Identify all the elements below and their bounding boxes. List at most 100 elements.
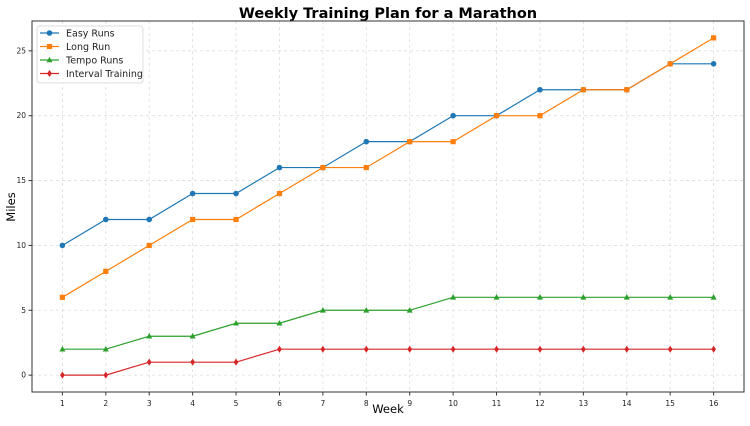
y-tick-label: 5 [21, 306, 26, 315]
x-tick-label: 14 [622, 399, 632, 408]
x-tick-label: 1 [60, 399, 65, 408]
data-point [46, 43, 53, 50]
y-axis-label: Miles [4, 192, 18, 221]
data-point [493, 294, 500, 300]
data-point [190, 216, 196, 223]
data-point [276, 164, 283, 171]
data-point [710, 61, 717, 67]
x-tick-label: 2 [103, 399, 108, 408]
y-tick-label: 0 [21, 371, 26, 380]
data-point [493, 113, 500, 119]
data-point [103, 268, 109, 274]
data-point [233, 190, 239, 197]
data-point [407, 139, 413, 145]
data-point [276, 190, 283, 197]
data-point [59, 371, 65, 379]
series-line [62, 37, 714, 298]
legend-label: Easy Runs [66, 29, 115, 40]
data-point [580, 87, 586, 93]
data-point [624, 345, 630, 353]
y-tick-label: 15 [16, 176, 26, 185]
data-point [233, 319, 240, 326]
x-tick-label: 11 [492, 399, 502, 408]
data-point [450, 345, 456, 353]
data-point [537, 345, 543, 353]
grid [32, 21, 744, 392]
data-point [667, 345, 673, 353]
legend-label: Interval Training [66, 69, 143, 80]
data-point [47, 70, 52, 77]
legend-entry: Interval Training [40, 69, 143, 80]
data-point [407, 345, 413, 353]
data-point [450, 139, 456, 145]
legend-box [36, 25, 144, 84]
series-long-run [59, 35, 717, 300]
chart-title: Weekly Training Plan for a Marathon [239, 6, 537, 22]
data-point [320, 164, 326, 171]
x-axis-label: Week [372, 402, 404, 416]
data-point [46, 56, 53, 63]
data-point [146, 332, 153, 339]
data-point [667, 61, 673, 67]
data-point [59, 294, 65, 300]
data-point [537, 113, 543, 119]
data-point [363, 306, 370, 313]
series-interval-training [59, 345, 717, 379]
data-point [59, 345, 66, 352]
data-point [667, 294, 674, 300]
legend-label: Tempo Runs [65, 56, 123, 67]
data-point [146, 216, 153, 223]
y-tick-label: 25 [16, 46, 26, 55]
x-tick-label: 9 [407, 399, 412, 408]
data-point [233, 216, 239, 223]
data-point [580, 294, 587, 300]
data-point [363, 345, 369, 353]
data-point [46, 30, 53, 36]
legend: Easy Runs Long Run Tempo Runs Interval Trai… [36, 25, 144, 84]
data-point [59, 242, 66, 249]
x-tick-label: 10 [448, 399, 458, 408]
x-tick-label: 15 [665, 399, 675, 408]
data-point [233, 358, 239, 366]
x-tick-label: 3 [147, 399, 152, 408]
data-point [536, 294, 543, 300]
legend-entry: Long Run [40, 42, 110, 53]
x-tick-label: 13 [579, 399, 589, 408]
x-tick-label: 6 [277, 399, 282, 408]
data-point [189, 190, 196, 197]
data-point [710, 294, 717, 300]
x-tick-label: 8 [364, 399, 369, 408]
data-point [319, 306, 326, 313]
data-point [623, 294, 630, 300]
data-point [624, 87, 630, 93]
data-point [537, 86, 543, 93]
data-point [146, 358, 152, 366]
x-tick-label: 4 [190, 399, 195, 408]
data-point [494, 345, 499, 353]
data-point [146, 242, 152, 249]
data-point [189, 332, 196, 339]
data-point [363, 138, 370, 145]
x-tick-label: 16 [709, 399, 719, 408]
data-point [190, 358, 196, 366]
data-point [450, 112, 456, 119]
series-group [59, 35, 717, 379]
legend-entry: Tempo Runs [40, 56, 123, 67]
plot-frame [31, 20, 745, 393]
y-tick-label: 20 [16, 111, 26, 120]
data-point [711, 35, 717, 41]
data-point [102, 345, 109, 352]
data-point [276, 319, 283, 326]
x-tick-label: 7 [320, 399, 325, 408]
data-point [103, 216, 109, 223]
series-tempo-runs [59, 294, 717, 352]
data-point [406, 306, 413, 313]
data-point [450, 294, 457, 300]
legend-label: Long Run [66, 42, 110, 53]
data-point [580, 345, 586, 353]
series-line [62, 296, 714, 350]
y-tick-label: 10 [16, 241, 26, 250]
legend-entry: Easy Runs [40, 29, 115, 40]
